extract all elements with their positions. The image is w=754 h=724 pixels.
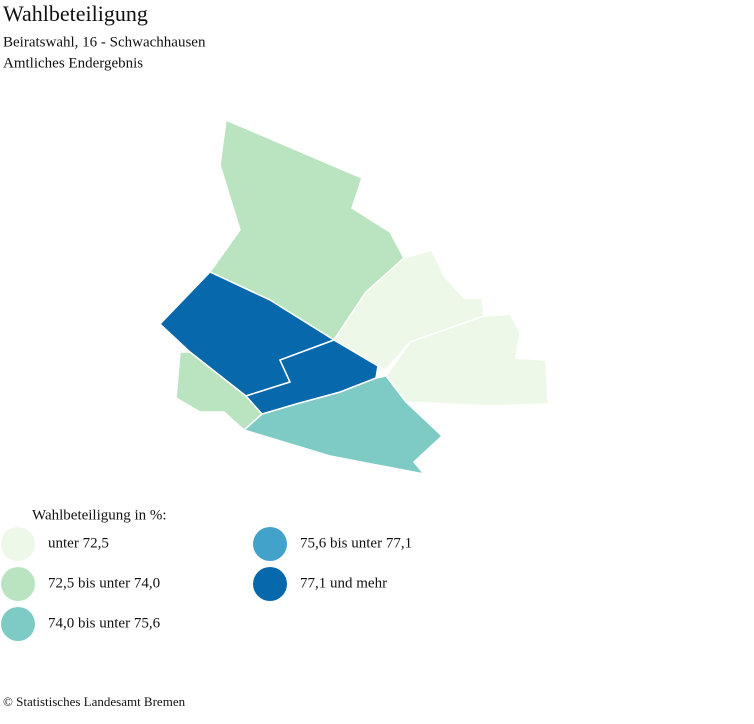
legend-label: 72,5 bis unter 74,0 bbox=[48, 575, 160, 591]
note: Amtliches Endergebnis bbox=[3, 55, 143, 71]
legend-label: 77,1 und mehr bbox=[300, 575, 387, 591]
legend-label: unter 72,5 bbox=[48, 535, 109, 551]
legend-swatch bbox=[253, 567, 287, 601]
legend-swatch bbox=[253, 527, 287, 561]
district bbox=[385, 313, 549, 407]
legend-swatch bbox=[1, 527, 35, 561]
legend-label: 75,6 bis unter 77,1 bbox=[300, 535, 412, 551]
map bbox=[158, 118, 549, 476]
legend: unter 72,5 72,5 bis unter 74,0 74,0 bis un… bbox=[1, 527, 412, 641]
district bbox=[244, 339, 379, 415]
subtitle: Beiratswahl, 16 - Schwachhausen bbox=[3, 34, 206, 50]
legend-swatch bbox=[1, 567, 35, 601]
footer: © Statistisches Landesamt Bremen bbox=[3, 694, 186, 709]
legend-swatch bbox=[1, 607, 35, 641]
legend-label: 74,0 bis unter 75,6 bbox=[48, 615, 161, 631]
legend-title: Wahlbeteiligung in %: bbox=[32, 507, 167, 523]
title: Wahlbeteiligung bbox=[3, 1, 148, 26]
